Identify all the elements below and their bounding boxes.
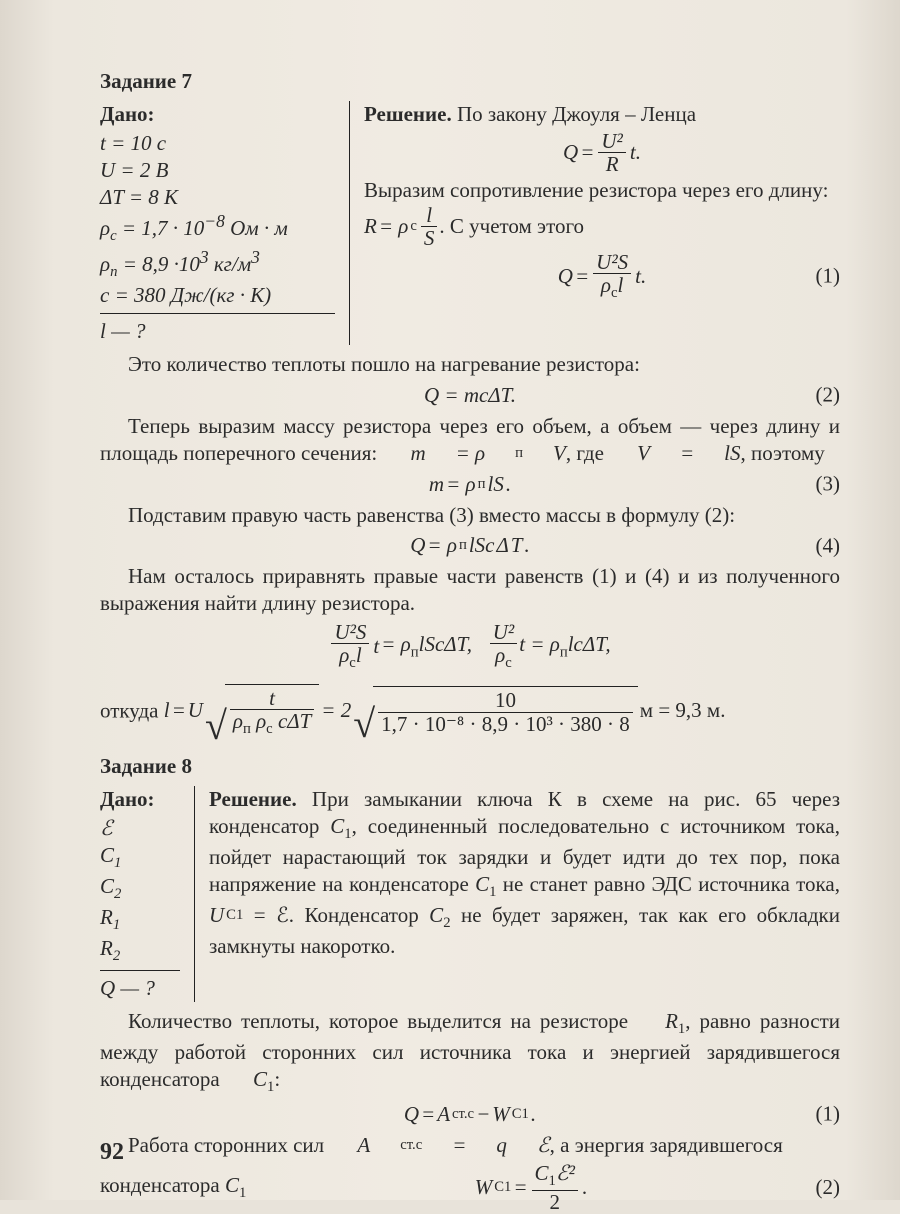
given-line: ℰ	[100, 815, 180, 842]
task7-title: Задание 7	[100, 68, 840, 95]
task7-given: Дано: t = 10 с U = 2 В ΔT = 8 К ρc = 1,7…	[100, 101, 350, 345]
task8-formula2-row: конденсатора C1 WC1 = C1ℰ²2 . (2)	[100, 1162, 840, 1213]
eq-number: (1)	[816, 1101, 841, 1128]
solution-label: Решение.	[364, 102, 452, 126]
task7-find: l — ?	[100, 313, 335, 345]
given-line: ρп = 8,9 ·103 кг/м3	[100, 246, 335, 282]
task7-solution: Решение. По закону Джоуля – Ленца Q = U²…	[350, 101, 840, 345]
task8-p3: Работа сторонних сил Aст.с = q ℰ, а энер…	[100, 1132, 840, 1159]
task8-find: Q — ?	[100, 970, 180, 1002]
eq-number: (1)	[816, 263, 841, 290]
formula-eq3: m = ρпlS. (3)	[100, 471, 840, 498]
formula: Q = U²R t.	[364, 130, 840, 175]
task7-p1: Это количество теплоты пошло на нагреван…	[100, 351, 840, 378]
given-line: R2	[100, 935, 180, 966]
textbook-page: { "page_number": "92", "colors": { "back…	[0, 0, 900, 1200]
task8-solution: Решение. При замыкании ключа К в схеме н…	[195, 786, 840, 1002]
task7-p3: Подставим правую часть равенства (3) вме…	[100, 502, 840, 529]
eq-number: (2)	[816, 1174, 841, 1201]
solution-intro: По закону Джоуля – Ленца	[457, 102, 696, 126]
solution-text: Выразим сопротивление резистора через ег…	[364, 177, 840, 249]
page-number: 92	[100, 1137, 124, 1168]
given-label: Дано:	[100, 786, 180, 813]
text: конденсатора C1	[100, 1172, 246, 1203]
task7-p2: Теперь выразим массу резистора через его…	[100, 413, 840, 467]
formula-eq1: Q = U²Sρcl t. (1)	[364, 251, 840, 302]
given-line: U = 2 В	[100, 157, 335, 184]
task8-p2: Количество теплоты, которое выделится на…	[100, 1008, 840, 1097]
eq-number: (2)	[816, 382, 841, 409]
task7-p4: Нам осталось приравнять правые части рав…	[100, 563, 840, 617]
task7-block: Дано: t = 10 с U = 2 В ΔT = 8 К ρc = 1,7…	[100, 101, 840, 345]
formula-eq2: Q = mcΔT. (2)	[100, 382, 840, 409]
solution-label: Решение.	[209, 787, 297, 811]
task8-block: Дано: ℰ C1 C2 R1 R2 Q — ? Решение. При з…	[100, 786, 840, 1002]
given-line: ρc = 1,7 · 10−8 Ом · м	[100, 210, 335, 246]
eq-number: (4)	[816, 532, 841, 559]
task7-final: откуда l = U √ tρп ρc cΔT = 2 √ 101,7 · …	[100, 684, 840, 738]
given-line: C2	[100, 873, 180, 904]
given-line: C1	[100, 842, 180, 873]
eq-number: (3)	[816, 471, 841, 498]
task8-formula1: Q = Aст.с − WC1 . (1)	[100, 1101, 840, 1128]
given-line: ΔT = 8 К	[100, 184, 335, 211]
given-line: R1	[100, 904, 180, 935]
given-line: t = 10 с	[100, 130, 335, 157]
task8-title: Задание 8	[100, 753, 840, 780]
formula-eq4: Q = ρпlScΔT. (4)	[100, 532, 840, 559]
task8-given: Дано: ℰ C1 C2 R1 R2 Q — ?	[100, 786, 195, 1002]
given-line: c = 380 Дж/(кг · К)	[100, 282, 335, 309]
given-label: Дано:	[100, 101, 335, 128]
derivation: U²Sρclt = ρпlScΔT, U²ρct = ρпlcΔT,	[100, 621, 840, 672]
